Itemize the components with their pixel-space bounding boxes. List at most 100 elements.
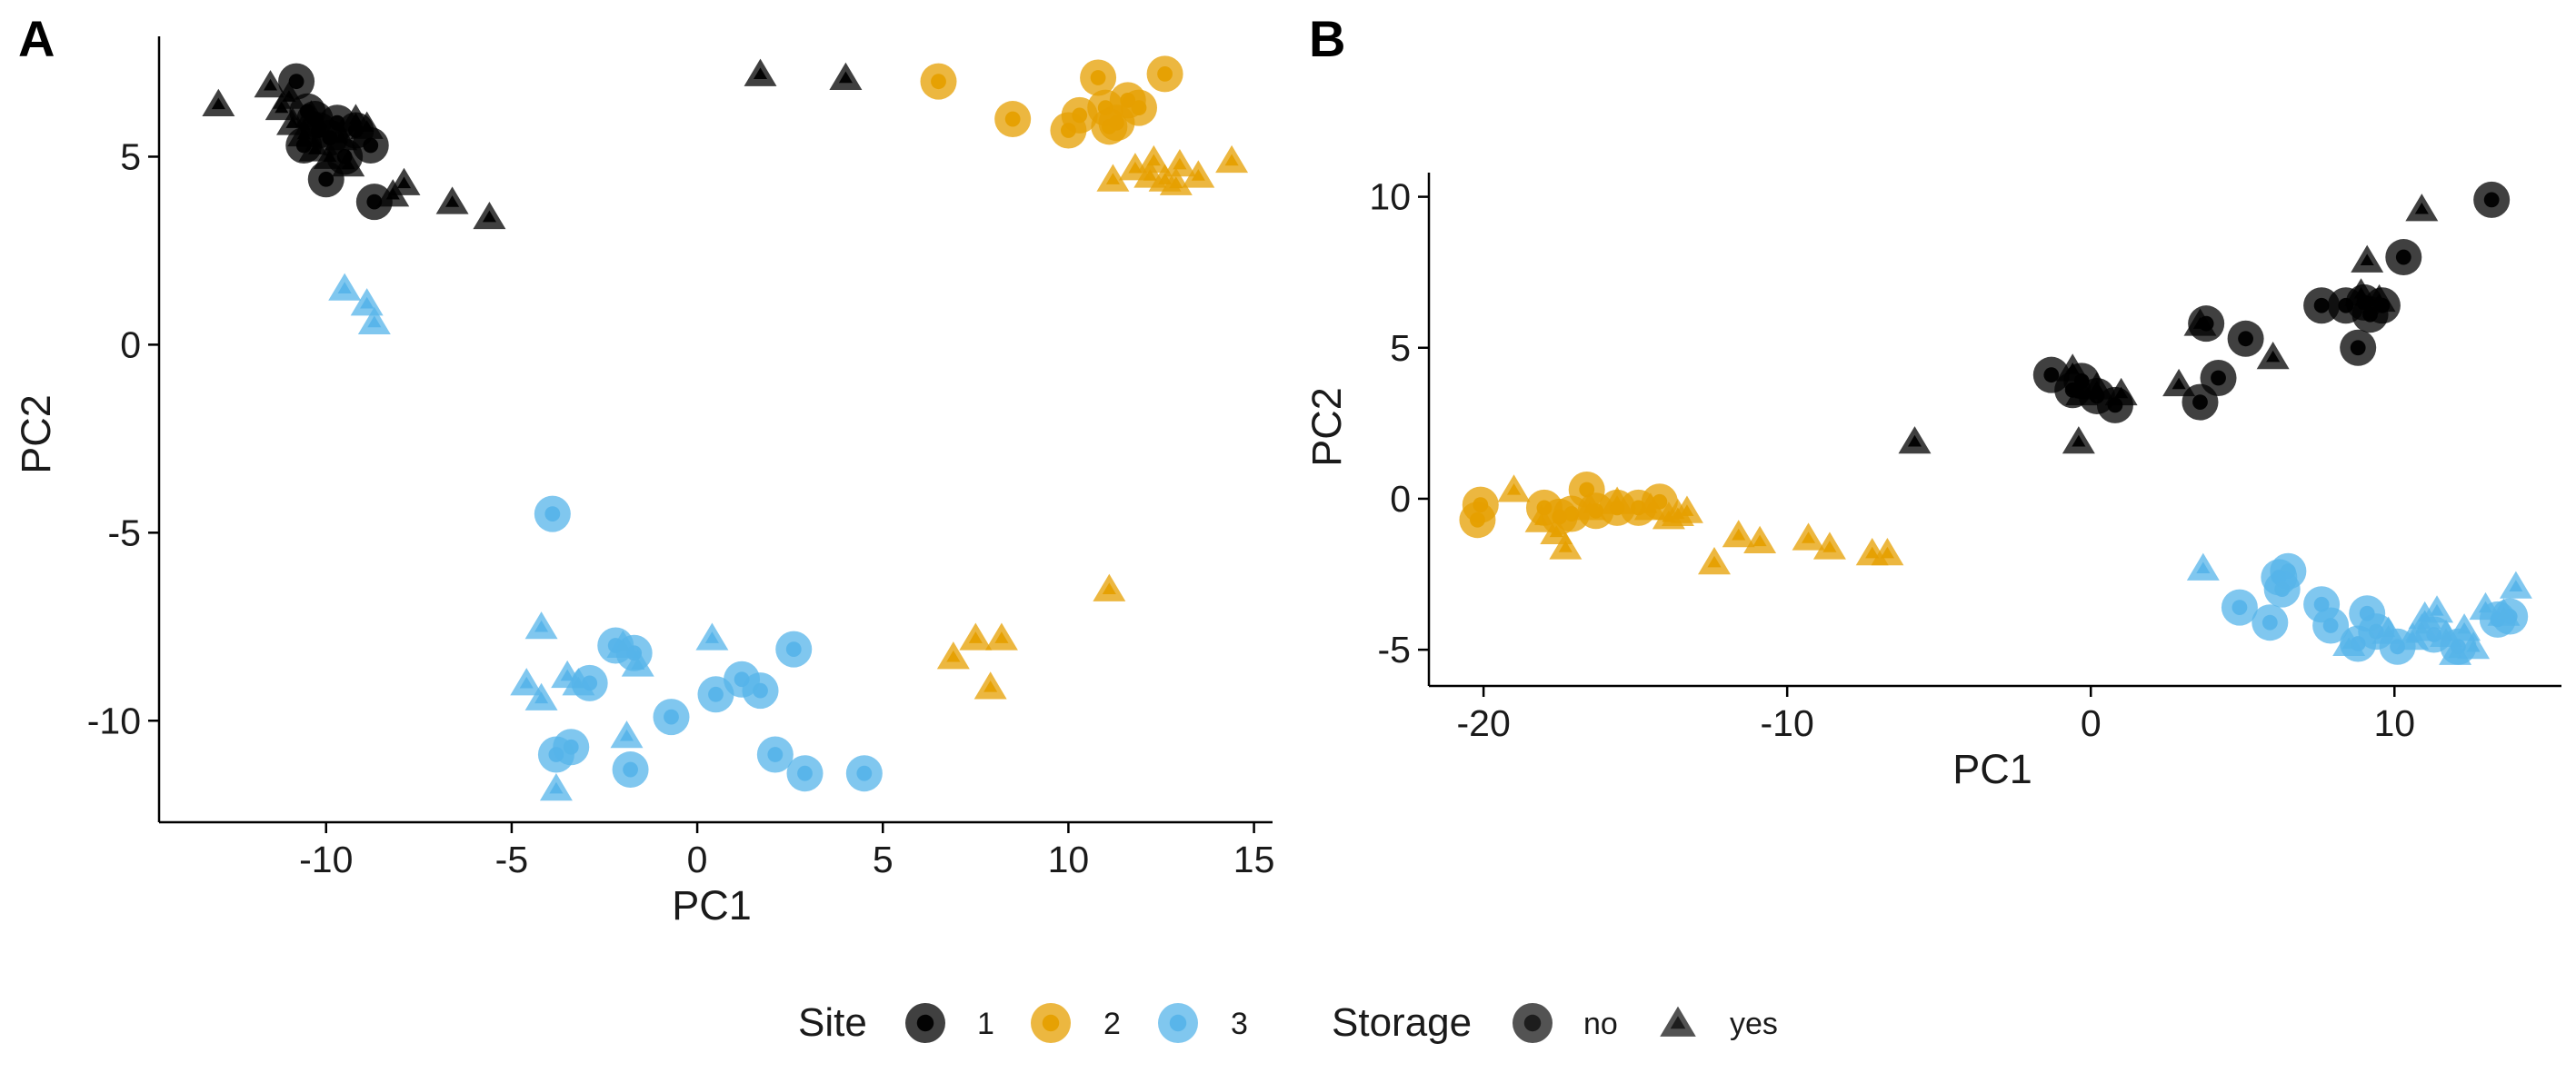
panel-a-point-site2-yes-5 bbox=[1182, 160, 1215, 188]
panel-b-point-site3-yes-12 bbox=[2499, 571, 2532, 599]
panel-b-point-site1-yes-4 bbox=[2080, 372, 2113, 400]
panel-b-y-tick-label-3: 10 bbox=[1369, 176, 1411, 218]
panel-b-x-tick-label-2: 0 bbox=[2081, 702, 2102, 744]
panel-b-point-site2-yes-6 bbox=[1633, 492, 1667, 521]
panel-a-point-site2-yes-11 bbox=[973, 671, 1007, 700]
legend-site-2-marker bbox=[1031, 1003, 1071, 1043]
legend-site-2-key bbox=[1031, 1003, 1071, 1043]
legend-storage-yes-label: yes bbox=[1730, 1007, 1778, 1041]
panel-b-point-site1-yes-7 bbox=[2183, 308, 2217, 336]
panel-a-point-site2-no-4 bbox=[1080, 59, 1117, 96]
panel-b-x-tick-label-1: -10 bbox=[1761, 702, 1814, 744]
panel-a-x-axis-label: PC1 bbox=[672, 882, 752, 929]
panel-a-point-site1-no-7 bbox=[307, 161, 344, 198]
panel-b-point-site3-yes-1 bbox=[2332, 628, 2366, 656]
panel-a-point-site2-no-10 bbox=[1091, 108, 1128, 145]
panel-a-y-tick-label-1: -5 bbox=[108, 512, 141, 553]
panel-b-point-site1-no-7 bbox=[2200, 360, 2237, 396]
panel-b-point-site1-yes-12 bbox=[2405, 194, 2439, 222]
panel-a-x-tick-label-1: -5 bbox=[495, 839, 528, 880]
panel-a-y-axis-label: PC2 bbox=[13, 394, 59, 474]
panel-a-point-site1-yes-13 bbox=[435, 186, 469, 214]
panel-b-point-site3-no-0 bbox=[2221, 589, 2258, 626]
panel-a-point-site3-no-11 bbox=[756, 736, 794, 773]
panel-b-point-site3-yes-11 bbox=[2487, 598, 2521, 626]
panel-b-point-site3-no-14 bbox=[2263, 571, 2301, 608]
panel-a-point-site2-no-0 bbox=[920, 63, 957, 100]
panel-b-point-site3-yes-9 bbox=[2457, 631, 2491, 660]
panel-a-point-site1-yes-16 bbox=[829, 62, 863, 91]
panel-b-point-site1-no-14 bbox=[2385, 239, 2422, 276]
panel-b-point-site1-no-15 bbox=[2473, 181, 2511, 218]
panel-b-point-site2-yes-0 bbox=[1497, 474, 1531, 502]
panel-a-point-site3-yes-9 bbox=[621, 649, 654, 677]
legend-storage-no-marker bbox=[1513, 1003, 1553, 1043]
panel-a-point-site3-yes-0 bbox=[328, 273, 362, 301]
panel-b-point-site2-yes-10 bbox=[1722, 520, 1755, 548]
panel-a-point-site2-no-9 bbox=[1146, 55, 1183, 93]
panel-a-point-site1-yes-1 bbox=[254, 70, 287, 98]
panel-a-point-site1-yes-15 bbox=[744, 58, 777, 86]
panel-a-y-tick-label-3: 5 bbox=[120, 135, 141, 177]
panel-b-point-site3-no-5 bbox=[2312, 607, 2350, 644]
legend-storage-no-key bbox=[1513, 1003, 1553, 1043]
panel-b-point-site3-yes-13 bbox=[2405, 613, 2439, 641]
panel-b-axes: -20 -10 0 10 -5 0 5 10 bbox=[1369, 173, 2561, 744]
panel-a-point-site3-yes-8 bbox=[606, 630, 640, 658]
panel-b-point-site2-yes-9 bbox=[1698, 547, 1731, 575]
panel-b: B -20 -10 0 10 -5 0 5 10 PC1 PC2 bbox=[1303, 10, 2561, 792]
panel-a-point-site2-yes-12 bbox=[984, 622, 1018, 651]
panel-a-point-site1-yes-12 bbox=[376, 179, 410, 207]
panel-a-point-site2-yes-10 bbox=[959, 622, 993, 651]
panel-a-point-site1-yes-7 bbox=[324, 123, 358, 151]
panel-a-x-tick-label-4: 10 bbox=[1048, 839, 1090, 880]
panel-a-point-site1-yes-14 bbox=[473, 201, 506, 230]
panel-a-y-tick-label-2: 0 bbox=[120, 323, 141, 365]
panel-b-point-site2-yes-1 bbox=[1524, 504, 1558, 532]
legend-site-1: 1 bbox=[905, 1003, 994, 1043]
legend-storage-yes-marker bbox=[1660, 1006, 1696, 1037]
panel-a-point-site3-no-14 bbox=[845, 755, 883, 792]
panel-a-point-site3-no-7 bbox=[653, 699, 690, 736]
panel-b-x-tick-label-0: -20 bbox=[1456, 702, 1510, 744]
panel-b-point-site1-yes-8 bbox=[2256, 342, 2290, 370]
panel-b-point-site2-yes-12 bbox=[1792, 522, 1825, 551]
panel-a-point-site1-yes-18 bbox=[295, 100, 328, 128]
legend-storage-no: no bbox=[1513, 1003, 1618, 1043]
panel-a-point-site2-yes-13 bbox=[1137, 144, 1171, 174]
panel-a-y-tick-label-0: -10 bbox=[87, 700, 141, 741]
panel-a: A -10 -5 0 5 10 15 -10 -5 0 5 PC1 PC2 bbox=[13, 10, 1274, 929]
panel-a-point-site3-yes-2 bbox=[357, 306, 391, 335]
panel-b-point-site1-yes-3 bbox=[2062, 426, 2095, 454]
legend-site-3-marker bbox=[1158, 1003, 1198, 1043]
panel-a-x-tick-label-0: -10 bbox=[299, 839, 353, 880]
panel-a-point-site3-yes-12 bbox=[539, 773, 573, 801]
panel-b-y-tick-label-1: 0 bbox=[1390, 478, 1411, 520]
panel-b-y-axis-label: PC2 bbox=[1303, 387, 1350, 467]
legend: Site 1 2 3 Storage no yes bbox=[798, 1000, 1778, 1045]
legend-site-2-label: 2 bbox=[1103, 1007, 1121, 1041]
legend-site-2: 2 bbox=[1031, 1003, 1121, 1043]
panel-b-point-site2-yes-13 bbox=[1812, 532, 1846, 560]
panel-a-point-site3-yes-4 bbox=[510, 668, 544, 696]
panel-b-points bbox=[1459, 181, 2532, 665]
panel-b-point-site1-yes-1 bbox=[2056, 353, 2090, 382]
panel-b-point-site2-yes-5 bbox=[1601, 486, 1634, 514]
legend-site-3-label: 3 bbox=[1231, 1007, 1248, 1041]
panel-b-point-site1-yes-9 bbox=[2344, 278, 2378, 306]
panel-a-point-site1-yes-9 bbox=[350, 111, 384, 139]
panel-b-point-site2-no-1 bbox=[1459, 502, 1496, 539]
panel-a-point-site1-yes-0 bbox=[202, 88, 235, 116]
panel-b-point-site3-yes-5 bbox=[2421, 595, 2454, 623]
legend-site-3-key bbox=[1158, 1003, 1198, 1043]
panel-label-a: A bbox=[18, 10, 55, 67]
legend-storage-yes-key bbox=[1660, 1006, 1696, 1037]
panel-a-point-site3-no-0 bbox=[534, 495, 571, 532]
legend-site-1-label: 1 bbox=[977, 1007, 994, 1041]
panel-a-point-site3-no-2 bbox=[553, 729, 590, 766]
legend-site-3: 3 bbox=[1158, 1003, 1248, 1043]
panel-b-x-axis-label: PC1 bbox=[1952, 746, 2032, 792]
panel-a-point-site2-no-1 bbox=[994, 101, 1032, 138]
legend-storage-no-label: no bbox=[1583, 1007, 1618, 1041]
